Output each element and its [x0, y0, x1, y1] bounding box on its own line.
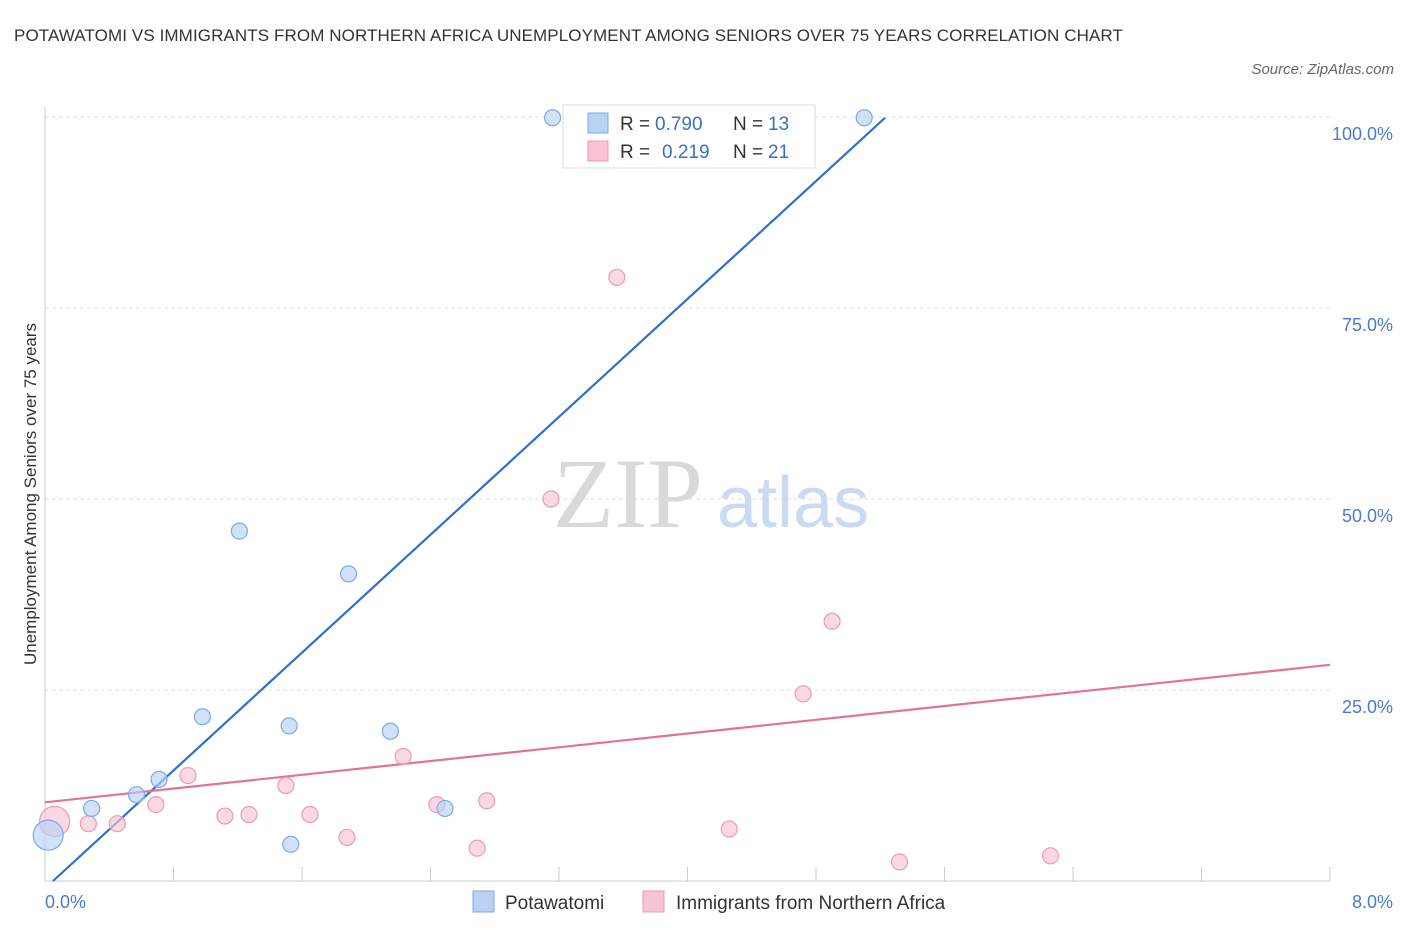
point-pink-4 — [179, 766, 197, 785]
point-pink-14 — [542, 490, 560, 508]
point-pink-8 — [301, 805, 319, 824]
legend-r-label-1: R = — [620, 114, 650, 135]
point-pink-9 — [338, 828, 356, 847]
point-pink-1 — [79, 815, 97, 833]
point-blue-3 — [150, 770, 168, 788]
point-blue-4 — [193, 708, 212, 726]
point-blue-6 — [280, 717, 298, 735]
legend-n-label-1: N = — [733, 114, 763, 135]
point-pink-18 — [823, 612, 841, 630]
point-blue-2 — [127, 786, 146, 804]
x-tick-label-min: 0.0% — [45, 892, 86, 912]
point-pink-13 — [478, 792, 496, 810]
chart-title: POTAWATOMI VS IMMIGRANTS FROM NORTHERN A… — [14, 26, 1123, 45]
point-blue-9 — [381, 722, 399, 740]
point-pink-5 — [216, 807, 234, 825]
watermark-atlas: atlas — [717, 463, 869, 543]
grid-lines — [45, 116, 1330, 691]
point-pink-6 — [240, 805, 258, 824]
series-legend-label-immigrants: Immigrants from Northern Africa — [676, 893, 946, 914]
legend-n-value-1: 13 — [768, 114, 789, 135]
point-blue-11 — [543, 109, 562, 127]
legend-r-label-2: R = — [620, 142, 650, 163]
trend-lines — [44, 116, 1331, 882]
legend-box: R = 0.790 N = 13 R = 0.219 N = 21 — [562, 104, 816, 169]
point-blue-8 — [339, 565, 358, 583]
point-pink-20 — [1041, 847, 1060, 865]
point-pink-3 — [147, 795, 165, 814]
point-pink-19 — [890, 853, 909, 871]
series-legend-label-potawatomi: Potawatomi — [505, 893, 604, 914]
point-blue-12 — [855, 109, 873, 127]
axes — [44, 107, 1331, 882]
point-blue-5 — [230, 522, 248, 540]
watermark-zip: ZIP — [553, 438, 703, 549]
watermark: ZIP atlas — [553, 438, 869, 549]
legend-swatch-blue — [587, 112, 609, 134]
point-pink-10 — [394, 747, 412, 766]
legend-n-value-2: 21 — [768, 142, 789, 163]
x-tick-labels: 0.0% 8.0% — [45, 892, 1393, 912]
series-legend-swatch-potawatomi — [472, 890, 495, 913]
point-blue-7 — [282, 835, 300, 853]
legend-n-label-2: N = — [733, 142, 763, 163]
y-tick-label-2: 75.0% — [1342, 315, 1393, 335]
x-tick-label-max: 8.0% — [1352, 892, 1393, 912]
point-blue-10 — [436, 799, 454, 818]
point-pink-17 — [794, 685, 812, 703]
legend-swatch-pink — [587, 140, 609, 162]
legend-r-value-1: 0.790 — [655, 114, 703, 135]
point-blue-1 — [82, 799, 101, 818]
point-pink-7 — [277, 776, 295, 795]
point-blue-0 — [32, 819, 64, 851]
point-pink-12 — [468, 839, 486, 857]
source-label: Source: ZipAtlas.com — [1251, 61, 1394, 78]
legend-r-value-2: 0.219 — [662, 142, 710, 163]
y-tick-label-3: 100.0% — [1332, 124, 1393, 144]
trend-line-pink — [44, 663, 1331, 804]
y-tick-labels: 25.0% 50.0% 75.0% 100.0% — [1332, 124, 1393, 717]
y-axis-label: Unemployment Among Seniors over 75 years — [21, 323, 40, 665]
y-tick-label-1: 50.0% — [1342, 506, 1393, 526]
data-points — [32, 109, 1060, 871]
point-pink-2 — [108, 815, 126, 833]
series-legend-swatch-immigrants — [642, 890, 665, 913]
trend-line-blue — [52, 116, 886, 882]
y-tick-label-0: 25.0% — [1342, 697, 1393, 717]
series-legend: Potawatomi Immigrants from Northern Afri… — [472, 890, 946, 914]
point-pink-16 — [720, 820, 738, 838]
point-pink-15 — [608, 268, 626, 287]
